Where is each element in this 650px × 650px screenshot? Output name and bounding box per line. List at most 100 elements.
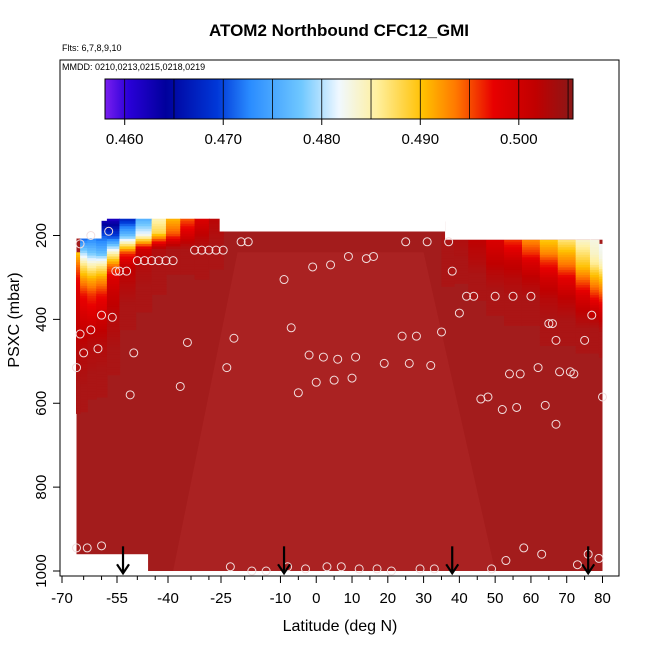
field-cell <box>575 350 591 354</box>
field-cell <box>151 231 167 235</box>
sample-marker <box>580 335 590 345</box>
sample-marker <box>132 256 142 266</box>
field-cell <box>135 236 153 240</box>
field-cell <box>87 285 97 289</box>
field-cell <box>96 286 108 290</box>
field-cell <box>96 361 108 365</box>
field-cell <box>96 245 108 250</box>
field-cell <box>194 226 210 230</box>
field-cell <box>575 262 591 266</box>
field-cell <box>539 337 559 341</box>
sample-marker <box>547 319 557 329</box>
field-cell <box>539 310 559 314</box>
field-cell <box>521 257 541 261</box>
field-cell <box>165 248 181 253</box>
field-cell <box>165 246 181 250</box>
field-cell <box>504 279 523 284</box>
field-cell <box>486 254 505 258</box>
field-shading <box>173 252 496 571</box>
field-cell <box>80 396 88 400</box>
field-cell <box>521 272 541 276</box>
field-cell <box>119 253 137 258</box>
field-cell <box>87 283 97 287</box>
field-cell <box>76 365 81 369</box>
field-cell <box>151 289 167 293</box>
field-cell <box>80 338 88 342</box>
field-cell <box>575 249 591 253</box>
field-cell <box>80 308 88 312</box>
field-cell <box>521 302 541 306</box>
field-cell <box>119 301 137 305</box>
field-cell <box>486 295 505 299</box>
field-cell <box>486 267 505 271</box>
field-cell <box>96 376 108 380</box>
field-cell <box>504 257 523 261</box>
field-cell <box>180 221 196 225</box>
field-cell <box>557 297 577 301</box>
field-cell <box>521 312 541 316</box>
field-cell <box>96 296 108 300</box>
field-cell <box>521 244 541 248</box>
field-cell <box>194 241 210 245</box>
sample-marker <box>533 363 543 373</box>
field-cell <box>135 266 153 270</box>
field-cell <box>208 231 224 235</box>
sample-marker <box>415 564 425 574</box>
field-cell <box>87 303 97 307</box>
field-cell <box>80 361 88 365</box>
field-cell <box>539 252 559 256</box>
field-cell <box>87 288 97 292</box>
field-cell <box>441 263 455 267</box>
plot-frame <box>59 59 620 577</box>
field-cell <box>575 247 591 251</box>
field-cell <box>135 248 153 253</box>
field-cell <box>575 290 591 294</box>
field-cell <box>80 388 88 393</box>
field-cell <box>165 269 181 273</box>
field-cell <box>96 253 108 257</box>
field-cell <box>557 320 577 324</box>
field-cell <box>468 262 487 266</box>
field-cell <box>106 276 121 280</box>
field-cell <box>106 372 121 376</box>
field-cell <box>165 243 181 248</box>
field-cell <box>135 251 153 255</box>
field-cell <box>598 258 603 263</box>
field-cell <box>539 295 559 299</box>
field-cell <box>557 337 577 341</box>
field-cell <box>521 287 541 291</box>
field-cell <box>151 258 167 263</box>
field-cell <box>151 271 167 275</box>
y-tick-label: 800 <box>33 475 50 500</box>
sample-marker <box>497 405 507 415</box>
field-cell <box>589 347 600 352</box>
field-gap <box>219 214 446 232</box>
field-cell <box>165 238 181 242</box>
field-cell <box>598 251 603 255</box>
field-cell <box>165 264 181 268</box>
field-cell <box>208 241 224 245</box>
field-cell <box>80 258 88 262</box>
field-cell <box>589 282 600 286</box>
field-cell <box>96 344 108 348</box>
field-cell <box>589 340 600 344</box>
field-cell <box>454 265 469 269</box>
field-cell <box>76 290 81 294</box>
field-cell <box>96 323 108 328</box>
field-cell <box>208 236 224 240</box>
field-cell <box>575 272 591 276</box>
field-cell <box>208 251 224 255</box>
field-cell <box>575 300 591 304</box>
field-cell <box>454 268 469 272</box>
field-cell <box>504 295 523 299</box>
field-cell <box>598 326 603 331</box>
field-cell <box>76 269 81 274</box>
field-cell <box>96 311 108 315</box>
field-cell <box>557 300 577 304</box>
y-axis: 200 400 600 800 1000 <box>33 223 60 588</box>
field-cell <box>135 228 153 232</box>
field-cell <box>598 274 603 278</box>
field-cell <box>106 369 121 373</box>
field-cell <box>165 228 181 232</box>
field-cell <box>194 246 210 250</box>
